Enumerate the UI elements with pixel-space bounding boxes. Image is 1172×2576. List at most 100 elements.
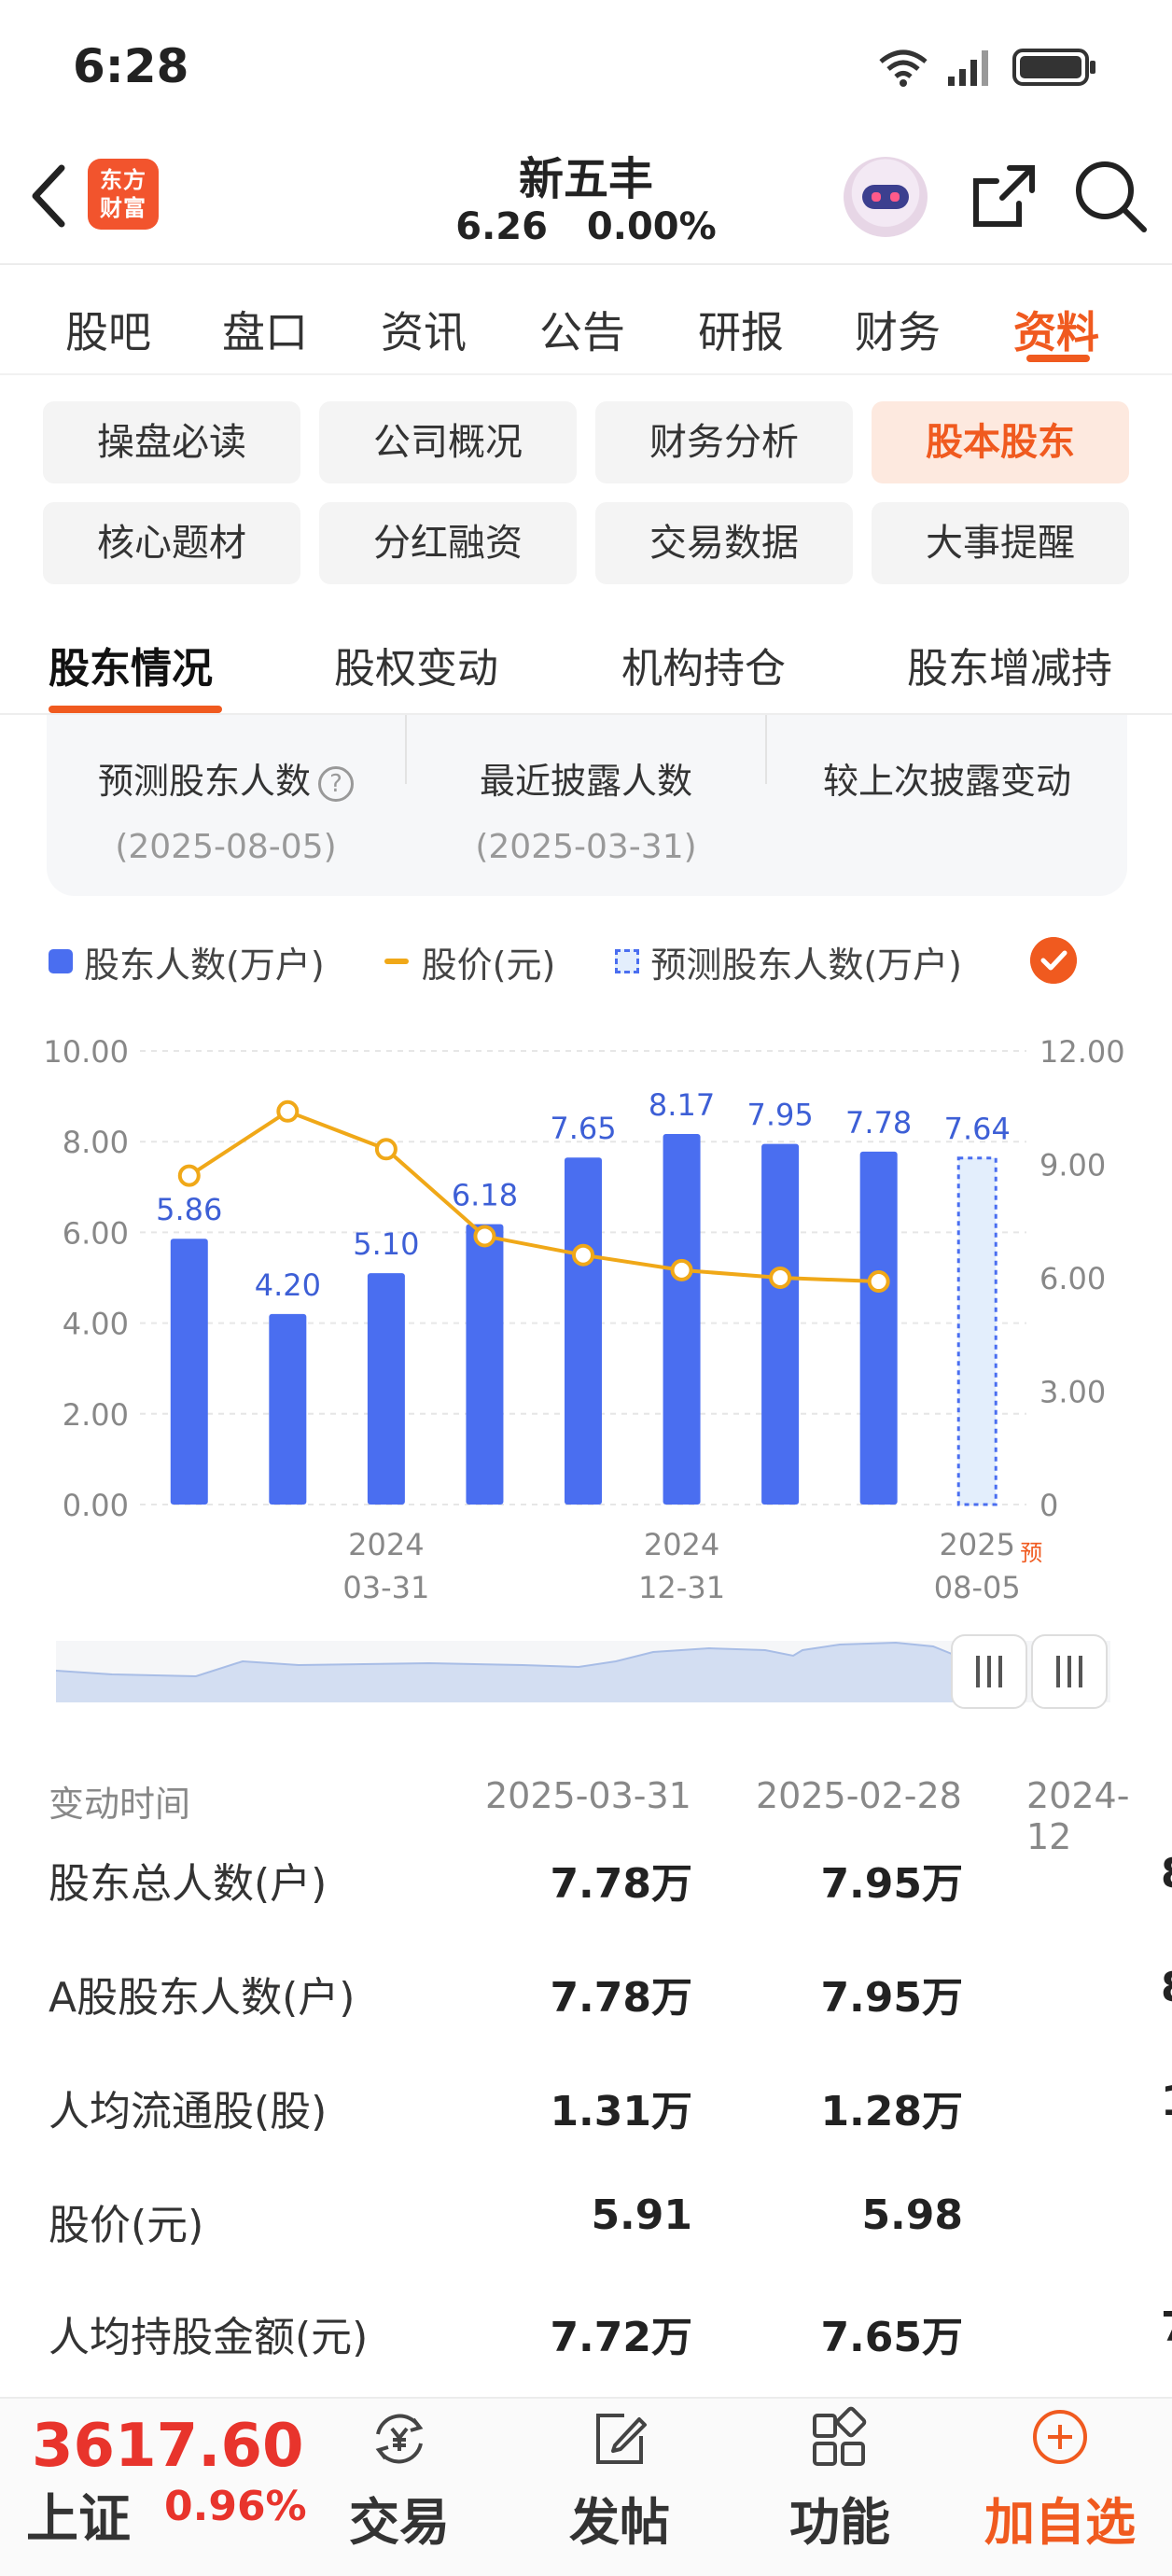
nav-post-label: 发帖 bbox=[569, 2493, 670, 2552]
summary-card: 预测股东人数? (2025-08-05) 最近披露人数 (2025-03-31)… bbox=[47, 715, 1127, 896]
nav-trade[interactable]: 交易 bbox=[315, 2406, 483, 2555]
row-value: 7.65万 bbox=[820, 2314, 963, 2361]
back-icon[interactable] bbox=[26, 159, 73, 233]
legend-holders[interactable]: 股东人数(万户) bbox=[84, 944, 325, 986]
subtab-institutions[interactable]: 机构持仓 bbox=[621, 645, 786, 693]
row-value: 1.31万 bbox=[550, 2088, 692, 2135]
bar bbox=[466, 1224, 504, 1505]
nav-functions[interactable]: 功能 bbox=[756, 2406, 924, 2555]
bar-value-label: 7.95 bbox=[746, 1098, 813, 1133]
bar bbox=[663, 1133, 701, 1505]
x-tick-label: 2025 bbox=[940, 1527, 1015, 1562]
section-company-overview[interactable]: 公司概况 bbox=[319, 401, 577, 483]
bar bbox=[170, 1239, 208, 1505]
row-value: 6 bbox=[954, 2191, 1172, 2239]
latest-holders-label: 最近披露人数 bbox=[479, 761, 692, 802]
forecast-tag: 预 bbox=[1020, 1540, 1042, 1566]
row-value: 7.78万 bbox=[550, 1974, 692, 2022]
search-icon[interactable] bbox=[1071, 157, 1150, 235]
header-divider bbox=[0, 263, 1172, 265]
section-events[interactable]: 大事提醒 bbox=[872, 502, 1129, 584]
row-label: 人均流通股(股) bbox=[49, 2088, 328, 2135]
y-right-tick-label: 3.00 bbox=[1039, 1375, 1106, 1410]
forecast-holders-date: (2025-08-05) bbox=[115, 828, 337, 866]
main-tab-indicator bbox=[1026, 355, 1090, 362]
card-divider bbox=[405, 715, 407, 784]
help-icon[interactable]: ? bbox=[318, 765, 354, 802]
app-logo[interactable]: 东方 财富 bbox=[88, 159, 159, 230]
price-point bbox=[276, 1099, 300, 1123]
row-value: 7.95万 bbox=[820, 1860, 963, 1908]
row-value: 7.78万 bbox=[550, 1860, 692, 1908]
forecast-bar bbox=[956, 1156, 998, 1506]
table-header-label: 变动时间 bbox=[49, 1784, 191, 1825]
nav-trade-label: 交易 bbox=[349, 2493, 450, 2552]
index-change[interactable]: 0.96% bbox=[164, 2483, 307, 2530]
holders-chart[interactable]: 0.00 2.00 4.00 6.00 8.00 10.00 0 3.00 6.00 9.00 12… bbox=[0, 1017, 1172, 1615]
stock-price: 6.26 bbox=[455, 205, 548, 248]
y-right-tick-label: 9.00 bbox=[1039, 1148, 1106, 1183]
section-trading-data[interactable]: 交易数据 bbox=[595, 502, 853, 584]
bar-value-label: 5.86 bbox=[156, 1192, 222, 1227]
chart-legend: 股东人数(万户) 股价(元) 预测股东人数(万户) bbox=[49, 933, 962, 989]
tab-news[interactable]: 资讯 bbox=[381, 307, 467, 357]
share-icon[interactable] bbox=[967, 159, 1041, 233]
slider-handle-left[interactable] bbox=[951, 1634, 1027, 1709]
index-value[interactable]: 3617.60 bbox=[32, 2412, 304, 2481]
price-point bbox=[374, 1138, 398, 1161]
bar-value-label: 4.20 bbox=[255, 1267, 321, 1303]
nav-add-watchlist[interactable]: 加自选 bbox=[976, 2406, 1144, 2555]
table-col-header: 2025-03-31 bbox=[485, 1775, 691, 1816]
stock-quote: 6.26 0.00% bbox=[0, 205, 1172, 248]
change-col: 较上次披露变动 bbox=[767, 752, 1127, 804]
battery-icon bbox=[1012, 49, 1095, 86]
assistant-robot-icon[interactable] bbox=[844, 157, 928, 237]
section-core-themes[interactable]: 核心题材 bbox=[43, 502, 300, 584]
nav-post[interactable]: 发帖 bbox=[536, 2406, 704, 2555]
bar bbox=[859, 1151, 898, 1505]
section-trading-guide[interactable]: 操盘必读 bbox=[43, 401, 300, 483]
table-row: 人均流通股(股) 1.31万 1.28万 1.2 bbox=[0, 2078, 1172, 2190]
price-point bbox=[670, 1258, 693, 1281]
section-shareholders[interactable]: 股本股东 bbox=[872, 401, 1129, 483]
bar-value-label: 5.10 bbox=[353, 1226, 419, 1262]
table-row: 人均持股金额(元) 7.72万 7.65万 7.7 bbox=[0, 2303, 1172, 2415]
legend-price[interactable]: 股价(元) bbox=[421, 944, 556, 986]
edit-icon bbox=[596, 2414, 647, 2464]
legend-forecast[interactable]: 预测股东人数(万户) bbox=[650, 944, 962, 986]
tab-finance[interactable]: 财务 bbox=[855, 307, 941, 357]
table-row: A股股东人数(户) 7.78万 7.95万 8.1 bbox=[0, 1964, 1172, 2076]
row-value: 8.1 bbox=[954, 1850, 1172, 1897]
slider-handle-right[interactable] bbox=[1031, 1634, 1108, 1709]
stock-change: 0.00% bbox=[586, 205, 717, 248]
subtab-shareholders[interactable]: 股东情况 bbox=[49, 645, 213, 693]
row-label: 股价(元) bbox=[49, 2202, 204, 2249]
bar bbox=[761, 1143, 800, 1505]
tab-research[interactable]: 研报 bbox=[698, 307, 784, 357]
index-name[interactable]: 上证 bbox=[26, 2489, 131, 2550]
y-right-tick-label: 0 bbox=[1039, 1488, 1058, 1523]
y-left-tick-label: 0.00 bbox=[63, 1488, 129, 1523]
section-dividends[interactable]: 分红融资 bbox=[319, 502, 577, 584]
bar bbox=[565, 1157, 602, 1505]
x-tick-label: 08-05 bbox=[934, 1570, 1021, 1605]
tab-profile[interactable]: 资料 bbox=[1013, 307, 1099, 357]
table-col-header: 2024-12 bbox=[1026, 1775, 1130, 1857]
main-tabs: 股吧 盘口 资讯 公告 研报 财务 资料 bbox=[0, 265, 1172, 377]
check-icon[interactable] bbox=[1030, 937, 1077, 984]
signal-icon bbox=[948, 50, 988, 86]
tab-guba[interactable]: 股吧 bbox=[65, 307, 151, 357]
logo-line1: 东方 bbox=[100, 167, 146, 193]
tab-announcements[interactable]: 公告 bbox=[539, 307, 625, 357]
price-point bbox=[473, 1225, 496, 1248]
tab-pankou[interactable]: 盘口 bbox=[222, 307, 308, 357]
subtab-holdings-change[interactable]: 股东增减持 bbox=[907, 645, 1112, 693]
section-financial-analysis[interactable]: 财务分析 bbox=[595, 401, 853, 483]
row-value: 7.7 bbox=[954, 2303, 1172, 2351]
wifi-icon bbox=[879, 49, 928, 87]
chart-range-slider[interactable] bbox=[56, 1633, 1110, 1710]
y-left-tick-label: 4.00 bbox=[63, 1307, 129, 1342]
subtab-equity-changes[interactable]: 股权变动 bbox=[334, 645, 498, 693]
tabs-divider bbox=[0, 373, 1172, 375]
x-tick-label: 12-31 bbox=[638, 1570, 725, 1605]
